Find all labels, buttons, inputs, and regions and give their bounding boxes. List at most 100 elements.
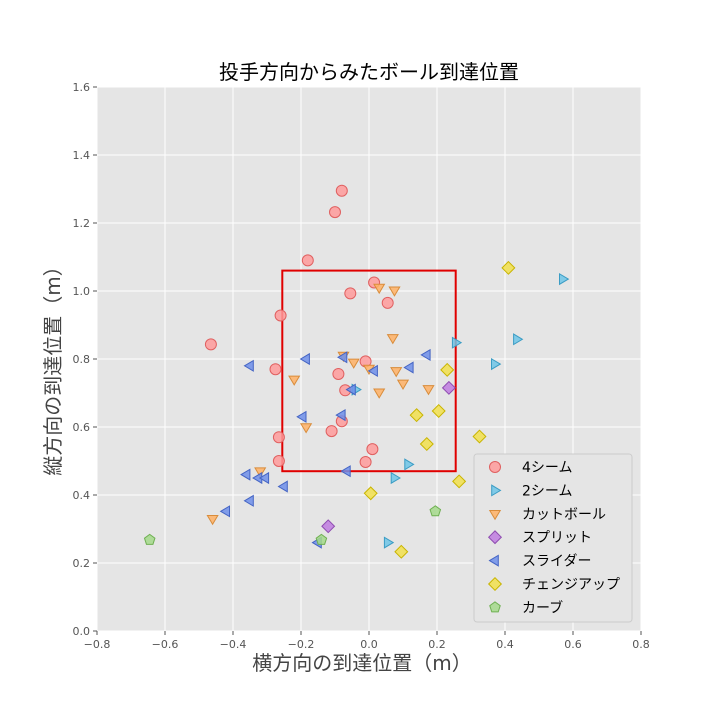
data-point: [277, 480, 288, 493]
x-tick-label: 0.4: [496, 638, 514, 651]
data-point: [419, 436, 434, 452]
data-point: [409, 408, 424, 423]
legend-marker: [487, 530, 503, 545]
data-point: [359, 456, 372, 469]
data-point: [347, 358, 360, 369]
strike-zone-box: [281, 269, 457, 473]
data-point: [390, 367, 403, 378]
data-point: [243, 494, 254, 507]
data-points: [143, 184, 570, 559]
data-point: [373, 283, 386, 295]
data-point: [367, 364, 378, 378]
data-point: [451, 336, 463, 349]
data-point: [269, 363, 282, 376]
data-point: [329, 206, 341, 219]
data-point: [513, 333, 524, 346]
data-point: [403, 361, 414, 374]
data-point: [204, 338, 217, 351]
y-tick-label: 0.6: [73, 421, 91, 434]
data-point: [386, 334, 399, 345]
data-point: [363, 486, 378, 501]
data-point: [272, 431, 285, 444]
x-tick-label: 0.2: [428, 638, 446, 651]
x-axis-label: 横方向の到達位置（m）: [252, 651, 471, 675]
data-point: [288, 375, 301, 386]
y-tick-label: 0.0: [73, 625, 91, 638]
x-tick-label: 0.8: [632, 638, 650, 651]
data-point: [404, 458, 415, 471]
data-point: [396, 379, 410, 390]
y-axis-label: 縦方向の到達位置（m）: [41, 256, 65, 475]
legend-marker: [488, 554, 499, 567]
y-tick-label: 0.2: [73, 557, 91, 570]
data-point: [441, 380, 456, 395]
legend-marker: [491, 484, 502, 497]
data-point: [491, 357, 502, 371]
x-tick-label: −0.6: [152, 638, 179, 651]
chart-title: 投手方向からみたボール到達位置: [219, 60, 519, 84]
data-point: [299, 352, 310, 366]
data-point: [325, 425, 338, 438]
legend-label: 4シーム: [522, 460, 573, 476]
data-point: [429, 505, 442, 517]
data-point: [383, 536, 395, 549]
data-point: [335, 184, 348, 197]
data-point: [258, 471, 270, 485]
data-point: [559, 272, 570, 286]
data-point: [344, 287, 357, 300]
data-point: [274, 309, 287, 322]
legend-label: スプリット: [522, 530, 592, 546]
data-point: [366, 443, 379, 456]
data-point: [206, 515, 219, 526]
data-point: [296, 410, 307, 423]
data-point: [315, 533, 328, 545]
data-point: [299, 423, 313, 434]
data-point: [373, 388, 386, 399]
legend-label: スライダー: [522, 554, 591, 570]
legend-label: カットボール: [522, 507, 606, 523]
data-point: [272, 455, 285, 467]
data-point: [390, 471, 401, 485]
data-point: [243, 359, 254, 372]
data-point: [254, 467, 267, 478]
data-point: [240, 468, 251, 481]
y-tick-label: 1.4: [73, 149, 91, 162]
x-tick-label: −0.2: [288, 638, 315, 651]
x-tick-label: 0.6: [564, 638, 582, 651]
data-point: [420, 348, 431, 362]
data-point: [301, 254, 314, 267]
data-point: [440, 362, 455, 377]
y-tick-label: 0.4: [73, 489, 91, 502]
legend-marker: [488, 510, 502, 521]
data-point: [381, 296, 394, 309]
y-tick-label: 1.6: [73, 81, 91, 94]
x-tick-label: −0.4: [220, 638, 247, 651]
legend-marker: [489, 601, 501, 613]
data-point: [332, 367, 345, 380]
legend-marker: [487, 576, 503, 592]
x-tick-label: 0.0: [360, 638, 378, 651]
data-point: [452, 474, 467, 489]
y-tick-label: 1.2: [73, 217, 91, 230]
legend-box: [473, 453, 633, 623]
data-point: [345, 383, 356, 396]
x-tick-label: −0.8: [84, 638, 111, 651]
data-point: [321, 519, 336, 534]
y-tick-label: 1.0: [73, 285, 91, 298]
y-tick-label: 0.8: [73, 353, 91, 366]
data-point: [337, 351, 348, 364]
data-point: [422, 385, 435, 396]
legend-marker: [489, 461, 501, 473]
y-axis-ticks: 0.0 0.2 0.4 0.6 0.8 1.0 1.2 1.4 1.6: [73, 81, 97, 638]
data-point: [335, 408, 346, 422]
x-axis-ticks: −0.8 −0.6 −0.4 −0.2 0.0 0.2 0.4 0.6 0.8: [84, 631, 650, 651]
data-point: [431, 403, 446, 419]
data-point: [143, 533, 156, 545]
data-point: [501, 260, 516, 275]
legend-label: カーブ: [522, 599, 563, 616]
data-point: [388, 286, 401, 297]
legend-label: 2シーム: [522, 483, 573, 499]
